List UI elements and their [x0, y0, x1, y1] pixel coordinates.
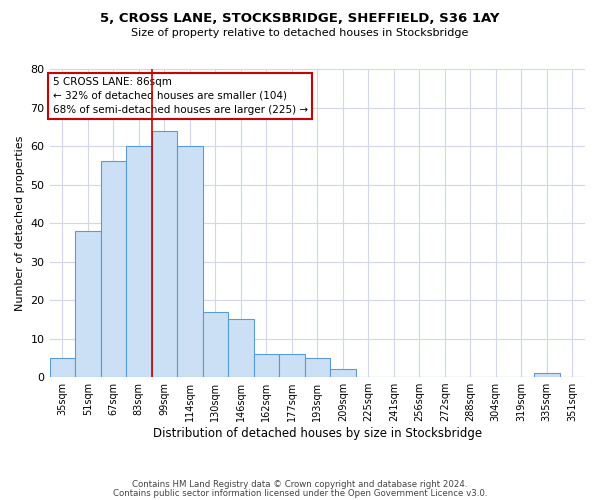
Bar — [254, 354, 279, 377]
X-axis label: Distribution of detached houses by size in Stocksbridge: Distribution of detached houses by size … — [153, 427, 482, 440]
Bar — [101, 162, 126, 377]
Bar — [305, 358, 330, 377]
Bar — [126, 146, 152, 377]
Bar — [152, 130, 177, 377]
Bar — [50, 358, 75, 377]
Text: Contains public sector information licensed under the Open Government Licence v3: Contains public sector information licen… — [113, 490, 487, 498]
Bar — [177, 146, 203, 377]
Bar — [228, 320, 254, 377]
Bar — [279, 354, 305, 377]
Bar — [534, 373, 560, 377]
Text: 5, CROSS LANE, STOCKSBRIDGE, SHEFFIELD, S36 1AY: 5, CROSS LANE, STOCKSBRIDGE, SHEFFIELD, … — [100, 12, 500, 26]
Bar — [330, 370, 356, 377]
Text: Size of property relative to detached houses in Stocksbridge: Size of property relative to detached ho… — [131, 28, 469, 38]
Bar — [75, 230, 101, 377]
Bar — [203, 312, 228, 377]
Text: 5 CROSS LANE: 86sqm
← 32% of detached houses are smaller (104)
68% of semi-detac: 5 CROSS LANE: 86sqm ← 32% of detached ho… — [53, 76, 308, 114]
Text: Contains HM Land Registry data © Crown copyright and database right 2024.: Contains HM Land Registry data © Crown c… — [132, 480, 468, 489]
Y-axis label: Number of detached properties: Number of detached properties — [15, 136, 25, 310]
